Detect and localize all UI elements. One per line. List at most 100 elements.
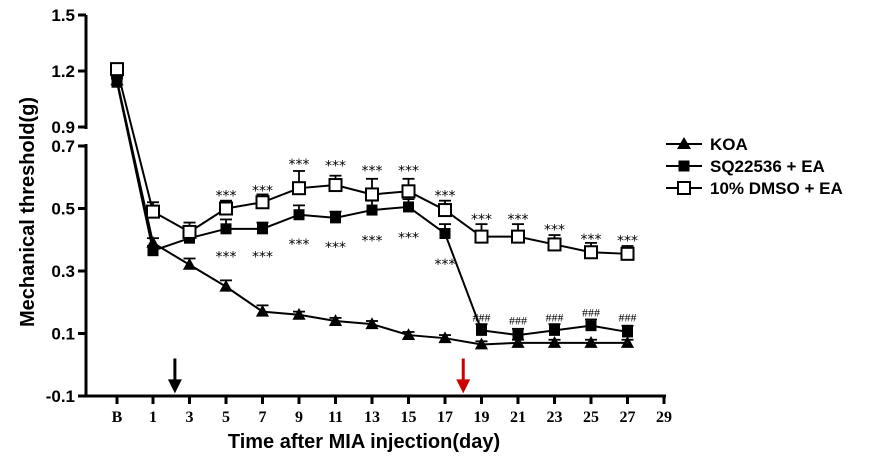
marker-open-square (474, 229, 489, 244)
marker-open-square (584, 245, 598, 260)
marker-square (257, 223, 268, 235)
marker-square (622, 326, 633, 338)
marker-square (330, 212, 341, 224)
y-tick-label: 0.1 (51, 325, 75, 344)
y-tick-label: 0.3 (51, 262, 75, 281)
x-tick-label: 25 (583, 409, 599, 426)
marker-open-square (255, 195, 270, 210)
arrow-head (456, 379, 471, 394)
marker-open-square (292, 181, 306, 196)
x-tick-label: 13 (364, 409, 380, 426)
x-tick-label: 17 (437, 409, 453, 426)
arrow-head (167, 379, 182, 394)
significance-annotation: *** (325, 240, 346, 256)
y-tick-label: 0.5 (51, 200, 75, 219)
x-tick-label: 3 (186, 409, 194, 426)
significance-annotation: *** (252, 184, 273, 200)
marker-square (476, 324, 487, 336)
legend-marker-open-square (677, 181, 691, 195)
marker-triangle (547, 336, 562, 348)
marker-triangle (401, 328, 416, 341)
x-axis-title: Time after MIA injection(day) (228, 431, 500, 453)
series-3 (110, 62, 635, 261)
marker-triangle (292, 307, 306, 320)
x-tick-label: B (112, 409, 123, 426)
x-tick-label: 19 (474, 409, 490, 426)
series-2 (111, 76, 634, 341)
series-1 (110, 73, 635, 350)
marker-square (512, 329, 524, 341)
significance-annotation: *** (435, 188, 456, 204)
hash-annotation: ### (546, 310, 564, 324)
significance-annotation: *** (471, 212, 492, 228)
marker-square (439, 228, 451, 239)
marker-open-square (511, 229, 525, 244)
marker-triangle (255, 304, 270, 317)
x-tick-label: 23 (547, 409, 563, 426)
significance-annotation: *** (325, 159, 346, 175)
legend-entry: KOA (666, 135, 748, 154)
annotation-layer: *** *** *** *** *** *** *** *** *** *** *** *** *** *… (167, 157, 638, 394)
marker-open-square (182, 224, 197, 239)
significance-annotation: *** (252, 249, 273, 265)
marker-square (549, 324, 560, 336)
y-tick-label: 1.2 (51, 62, 75, 81)
significance-annotation: *** (362, 234, 383, 250)
marker-open-square (620, 246, 635, 261)
significance-annotation: *** (216, 249, 237, 265)
marker-triangle (328, 314, 343, 326)
axes: 0.91.21.5-0.10.10.30.50.7B 1 3 5 7 9 11 13 15 17 1… (46, 6, 672, 426)
x-tick-label: 9 (295, 409, 303, 426)
arrow-2 (456, 358, 471, 394)
legend-entry: 10% DMSO + EA (666, 179, 843, 198)
legend: KOA SQ22536 + EA 10% DMSO + EA (666, 135, 843, 198)
marker-square (403, 201, 414, 213)
marker-square (293, 209, 305, 221)
marker-square (111, 76, 123, 88)
x-tick-label: 21 (510, 409, 526, 426)
y-axis-title: Mechanical threshold(g) (17, 97, 39, 327)
marker-triangle (438, 331, 452, 344)
marker-open-square (438, 203, 452, 218)
legend-label: 10% DMSO + EA (710, 179, 843, 198)
marker-open-square (146, 204, 160, 219)
legend-marker-triangle (677, 137, 691, 149)
y-tick-label: 1.5 (51, 6, 75, 25)
arrow-1 (167, 358, 182, 394)
marker-open-square (110, 62, 124, 77)
marker-triangle (620, 336, 635, 348)
y-tick-label: -0.1 (46, 387, 75, 406)
significance-annotation: *** (617, 234, 638, 250)
marker-square (585, 320, 597, 332)
x-tick-label: 27 (620, 409, 636, 426)
marker-triangle (584, 336, 598, 348)
marker-triangle (365, 317, 379, 330)
marker-square (366, 204, 378, 216)
significance-annotation: *** (289, 237, 310, 253)
y-tick-label: 0.7 (51, 137, 75, 156)
marker-triangle (146, 236, 160, 248)
x-tick-label: 15 (401, 409, 417, 426)
hash-annotation: ### (619, 310, 637, 324)
significance-annotation: *** (398, 163, 419, 179)
legend-label: KOA (710, 135, 748, 154)
marker-open-square (328, 178, 343, 193)
marker-triangle (511, 336, 525, 348)
significance-annotation: *** (289, 157, 310, 173)
marker-square (220, 223, 232, 235)
x-tick-label: 5 (222, 409, 230, 426)
x-tick-label: 7 (259, 409, 267, 426)
marker-triangle (219, 279, 233, 292)
significance-annotation: *** (362, 163, 383, 179)
marker-open-square (219, 201, 233, 216)
marker-open-square (401, 184, 416, 199)
hash-annotation: ### (582, 306, 600, 320)
marker-open-square (365, 187, 379, 202)
marker-triangle (474, 337, 489, 350)
significance-annotation: *** (508, 212, 529, 228)
series-layer (110, 62, 635, 350)
hash-annotation: ### (509, 313, 527, 327)
marker-square (147, 245, 159, 257)
marker-open-square (547, 237, 562, 252)
hash-annotation: ### (473, 310, 491, 324)
